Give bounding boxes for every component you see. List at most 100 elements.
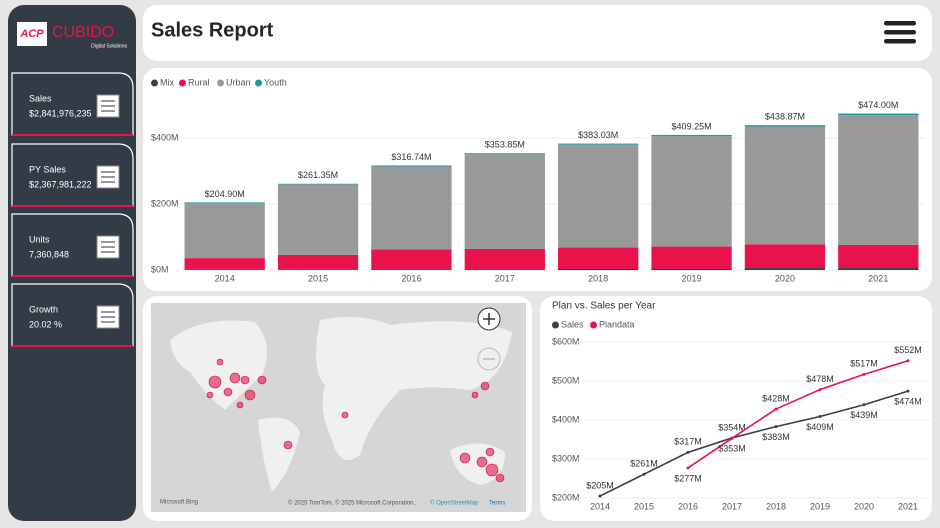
- map-terms-link[interactable]: Terms: [489, 501, 505, 507]
- land: [316, 316, 512, 460]
- legend-item[interactable]: Rural: [179, 77, 210, 87]
- bar-segment: [277, 184, 359, 255]
- x-tick-label: 2021: [898, 501, 918, 511]
- chart-title: Plan vs. Sales per Year: [552, 301, 656, 312]
- y-tick-label: $0M: [151, 264, 169, 274]
- bar-segment: [651, 136, 732, 247]
- kpi-label: Sales: [29, 93, 52, 103]
- bar-segment: [744, 125, 826, 127]
- y-tick-label: $200M: [552, 492, 580, 502]
- sidebar-bg: [8, 5, 136, 521]
- data-label: $277M: [674, 473, 702, 483]
- bar-segment: [464, 269, 545, 270]
- map-bubble: [480, 381, 490, 391]
- bar-segment: [651, 269, 732, 270]
- kpi-card-frame: [11, 143, 134, 207]
- x-tick-label: 2017: [495, 273, 515, 283]
- legend-item[interactable]: Youth: [255, 77, 287, 87]
- bar-segment: [184, 258, 265, 270]
- x-tick-label: 2014: [590, 501, 610, 511]
- data-label: $383M: [762, 432, 790, 442]
- x-tick-label: 2019: [682, 273, 702, 283]
- legend-item[interactable]: Plandata: [590, 319, 635, 329]
- y-tick-label: $600M: [552, 336, 580, 346]
- header-bg: [143, 5, 932, 61]
- data-label: $354M: [718, 422, 746, 432]
- line-series: [599, 390, 909, 497]
- map-bubble: [223, 387, 233, 397]
- line-point: [906, 359, 910, 363]
- line-panel: [540, 296, 932, 521]
- legend-item[interactable]: Sales: [552, 319, 584, 329]
- map-bubbles: [206, 358, 505, 483]
- data-label: $261M: [630, 459, 658, 469]
- total-label: $353.85M: [485, 140, 525, 150]
- legend-swatch: [255, 79, 262, 87]
- legend-label: Youth: [264, 77, 287, 87]
- legend-swatch: [552, 321, 559, 329]
- y-tick-label: $300M: [552, 453, 580, 463]
- bar-segment: [744, 126, 826, 245]
- zoom-in-icon: [483, 313, 495, 325]
- data-label: $353M: [718, 444, 746, 454]
- line-series: [687, 359, 909, 469]
- kpi-card[interactable]: Growth 20.02 %: [11, 283, 134, 347]
- line-point: [730, 436, 734, 440]
- bar-segment: [464, 153, 545, 155]
- menu-bar: [884, 39, 916, 44]
- kpi-icon-glyph: [101, 100, 115, 112]
- bar-segment: [651, 134, 732, 137]
- map-bubble: [471, 391, 479, 399]
- map-bubble: [283, 440, 293, 450]
- x-tick-label: 2016: [401, 273, 421, 283]
- x-tick-label: 2018: [588, 273, 608, 283]
- bar-segment: [277, 183, 359, 185]
- logo-brand: CUBIDO: [52, 24, 114, 41]
- bar-segment: [371, 269, 452, 270]
- menu-button[interactable]: [884, 21, 916, 44]
- legend-item[interactable]: Urban: [217, 77, 251, 87]
- line-point: [906, 389, 910, 393]
- map-copyright: © 2025 TomTom, © 2025 Microsoft Corporat…: [288, 500, 415, 507]
- data-label: $409M: [806, 422, 834, 432]
- data-label: $428M: [762, 393, 790, 403]
- line-point: [642, 472, 646, 476]
- bar-segment: [558, 269, 639, 270]
- legend-label: Mix: [160, 77, 174, 87]
- data-label: $474M: [894, 397, 922, 407]
- kpi-card-frame: [11, 283, 134, 347]
- legend-swatch: [179, 79, 186, 87]
- bar-segment: [558, 247, 639, 270]
- kpi-card[interactable]: Sales $2,841,976,235: [11, 72, 134, 136]
- bar-segment: [371, 249, 452, 270]
- bar-segment: [838, 113, 919, 116]
- sidebar: ACP CUBIDO Digital Solutions Sales $2,841…: [8, 5, 136, 521]
- map-bubble: [495, 473, 505, 483]
- kpi-card-frame: [11, 72, 134, 136]
- kpi-card[interactable]: Units 7,360,848: [11, 213, 134, 277]
- logo-badge-bg: [17, 22, 47, 46]
- legend-item[interactable]: Mix: [151, 77, 174, 87]
- bar-segment: [464, 154, 545, 249]
- total-label: $383.03M: [578, 130, 618, 140]
- header-title: Sales Report: [151, 19, 274, 41]
- map[interactable]: Microsoft Bing © 2025 TomTom, © 2025 Mic…: [151, 303, 526, 512]
- bar-segment: [838, 115, 919, 245]
- kpi-icon-glyph: [101, 311, 115, 323]
- kpi-card[interactable]: PY Sales $2,367,981,222: [11, 143, 134, 207]
- bar-segment: [464, 248, 545, 270]
- menu-bar: [884, 21, 916, 26]
- line-point: [774, 407, 778, 411]
- map-osm-link[interactable]: © OpenStreetMap: [430, 500, 479, 507]
- bar-segment: [651, 246, 732, 270]
- map-bubble: [208, 375, 222, 389]
- bar-segment: [838, 267, 919, 270]
- line-point: [774, 425, 778, 429]
- kpi-label: PY Sales: [29, 164, 66, 174]
- map-bubble: [236, 401, 244, 409]
- land: [258, 417, 300, 492]
- legend-swatch: [151, 79, 158, 87]
- bar-segment: [371, 165, 452, 167]
- x-tick-label: 2021: [868, 273, 888, 283]
